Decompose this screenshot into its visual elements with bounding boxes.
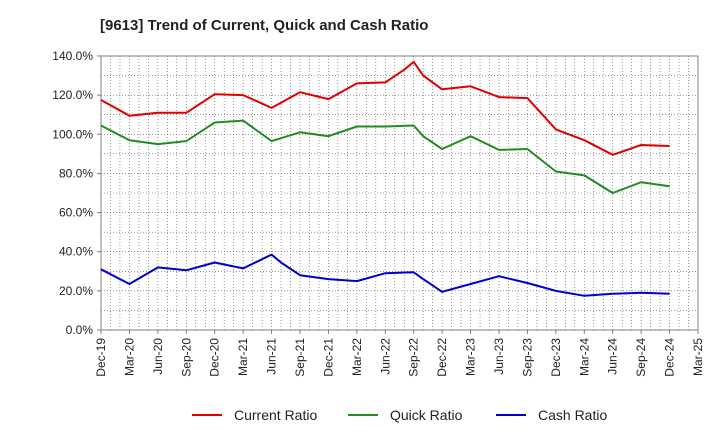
legend-label-cash-ratio: Cash Ratio (538, 407, 607, 423)
x-tick-label: Dec-22 (435, 338, 449, 377)
x-tick-label: Sep-21 (293, 338, 307, 377)
x-tick-label: Jun-21 (265, 338, 279, 375)
x-tick-label: Jun-22 (378, 338, 392, 375)
series-lines (100, 60, 670, 297)
x-tick-label: Jun-24 (606, 338, 620, 375)
y-axis: 0.0% 20.0% 40.0% 60.0% 80.0% 100.0% 120.0% 140.… (52, 49, 101, 337)
x-tick-label: Mar-20 (122, 338, 136, 376)
x-tick-label: Mar-21 (236, 338, 250, 376)
y-tick-label: 100.0% (52, 127, 93, 141)
grid (101, 56, 698, 330)
x-tick-label: Mar-24 (577, 338, 591, 376)
x-tick-label: Mar-25 (691, 338, 705, 376)
y-tick-label: 80.0% (59, 166, 93, 180)
x-tick-label: Dec-19 (94, 338, 108, 377)
plot-frame (100, 55, 699, 331)
y-tick-label: 40.0% (59, 245, 93, 259)
x-axis: Dec-19 Mar-20 Jun-20 Sep-20 Dec-20 Mar-21 Jun-… (94, 330, 705, 377)
series-line-current-ratio (100, 60, 670, 156)
x-tick-label: Mar-23 (464, 338, 478, 376)
x-tick-label: Dec-23 (549, 338, 563, 377)
x-tick-label: Dec-24 (663, 338, 677, 377)
x-tick-label: Dec-21 (321, 338, 335, 377)
x-tick-label: Sep-24 (634, 338, 648, 377)
series-line-quick-ratio (100, 119, 670, 194)
x-tick-label: Sep-20 (179, 338, 193, 377)
chart-title: [9613] Trend of Current, Quick and Cash … (100, 17, 428, 34)
y-tick-label: 60.0% (59, 206, 93, 220)
x-tick-label: Mar-22 (350, 338, 364, 376)
legend: Current Ratio Quick Ratio Cash Ratio (192, 407, 607, 423)
y-tick-label: 20.0% (59, 284, 93, 298)
x-tick-label: Jun-23 (492, 338, 506, 375)
x-tick-label: Sep-22 (407, 338, 421, 377)
legend-label-quick-ratio: Quick Ratio (390, 407, 463, 423)
y-tick-label: 0.0% (66, 323, 94, 337)
series-line-cash-ratio (100, 253, 670, 297)
x-tick-label: Sep-23 (520, 338, 534, 377)
legend-label-current-ratio: Current Ratio (234, 407, 317, 423)
y-tick-label: 140.0% (52, 49, 93, 63)
x-tick-label: Jun-20 (151, 338, 165, 375)
x-tick-label: Dec-20 (208, 338, 222, 377)
y-tick-label: 120.0% (52, 88, 93, 102)
